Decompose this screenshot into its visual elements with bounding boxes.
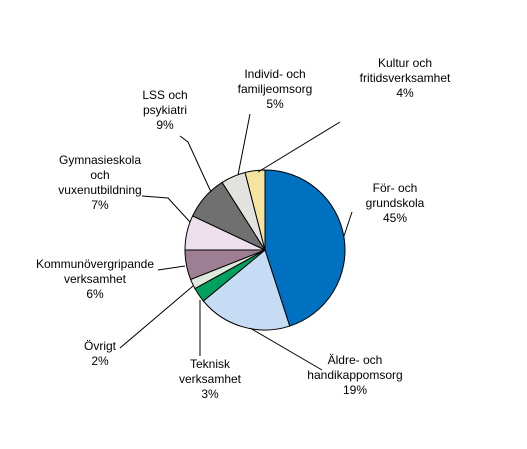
slice-label: Övrigt [84,339,117,353]
slice-label: Äldre- och handikappomsorg [307,353,402,382]
slice-label: Gymnasieskola och vuxenutbildning [58,153,141,197]
leader-line [179,135,212,193]
slice-value-label: 19% [343,383,367,397]
slice-label: Kultur och fritidsverksamhet [360,56,451,85]
slice-label: För- och grundskola [366,181,425,210]
slice-value-label: 9% [156,118,174,132]
slice-label: Kommunövergripande verksamhet [36,257,154,286]
slice-value-label: 45% [383,211,407,225]
slice-value-label: 2% [91,354,109,368]
leader-line [119,285,194,349]
leader-line [237,113,251,176]
pie-slice [202,249,291,331]
slice-label: Teknisk verksamhet [179,357,242,386]
leader-line [343,211,353,237]
slice-label: LSS och psykiatri [142,88,187,117]
leader-line [257,121,341,173]
pie-slice [244,169,266,251]
leader-line [249,327,323,371]
pie-slice [264,169,346,327]
leader-line [141,195,191,223]
slice-value-label: 4% [396,86,414,100]
slice-value-label: 3% [201,387,219,401]
slice-value-label: 7% [91,198,109,212]
slice-value-label: 6% [86,287,104,301]
leader-line [157,265,186,271]
slice-label: Individ- och familjeomsorg [238,67,313,96]
slice-value-label: 5% [266,97,284,111]
